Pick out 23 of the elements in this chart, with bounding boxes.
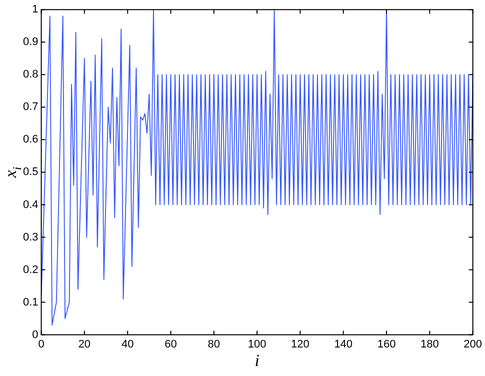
x-axis-title: i: [254, 350, 260, 370]
x-tick-label: 140: [334, 338, 353, 350]
x-tick-label: 60: [164, 338, 177, 350]
x-tick-label: 80: [208, 338, 220, 350]
y-tick-label: 0.6: [22, 134, 38, 146]
y-tick-label: 0: [32, 328, 38, 341]
y-tick-label: 1: [32, 4, 38, 16]
x-tick-label: 20: [78, 338, 91, 350]
x-tick-label: 180: [420, 338, 439, 350]
y-tick-label: 0.1: [22, 296, 38, 308]
y-tick-label: 0.8: [22, 68, 38, 81]
y-tick-label: 0.3: [22, 231, 38, 244]
y-tick-label: 0.9: [22, 36, 38, 48]
y-tick-label: 0.7: [22, 101, 38, 114]
y-tick-label: 0.4: [22, 198, 38, 211]
x-tick-label: 40: [121, 338, 134, 350]
x-tick-label: 100: [248, 338, 266, 350]
x-tick-label: 200: [464, 338, 482, 350]
x-tick-label: 120: [291, 338, 310, 350]
y-tick-label: 0.5: [22, 166, 38, 178]
x-tick-label: 160: [377, 338, 396, 350]
y-tick-label: 0.2: [22, 264, 38, 276]
y-axis-title: xi: [1, 166, 24, 179]
